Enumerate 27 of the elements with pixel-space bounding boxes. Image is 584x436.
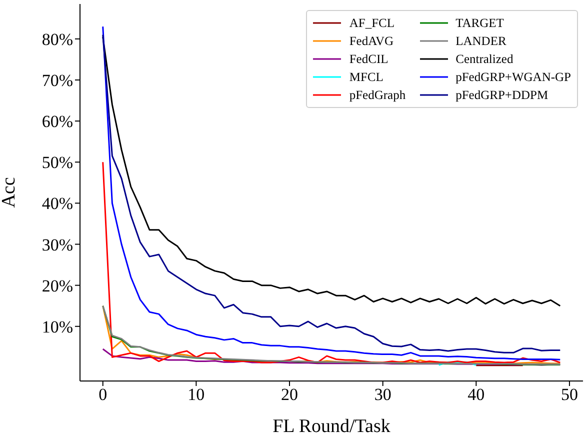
y-axis-title: Acc xyxy=(0,177,20,208)
legend-label: Centralized xyxy=(456,52,514,66)
legend-label: MFCL xyxy=(349,70,384,84)
legend-label: FedAVG xyxy=(349,34,394,48)
y-tick-label: 40% xyxy=(42,194,73,214)
legend-label: pFedGRP+WGAN-GP xyxy=(456,70,571,84)
legend-label: pFedGRP+DDPM xyxy=(456,88,548,102)
legend-label: FedCIL xyxy=(349,52,388,66)
y-tick-label: 20% xyxy=(42,276,73,296)
y-tick-label: 50% xyxy=(42,153,73,172)
x-tick-label: 0 xyxy=(98,385,108,404)
y-tick-label: 80% xyxy=(42,30,73,49)
x-tick-label: 30 xyxy=(374,385,392,404)
legend-label: pFedGraph xyxy=(349,88,406,102)
legend-label: AF_FCL xyxy=(349,16,395,30)
y-tick-label: 60% xyxy=(42,112,73,132)
x-tick-label: 10 xyxy=(188,385,205,404)
line-series xyxy=(102,161,561,364)
x-axis-title: FL Round/Task xyxy=(272,416,391,436)
x-tick-label: 50 xyxy=(560,385,578,404)
x-tick-label: 20 xyxy=(281,385,298,404)
y-tick-label: 30% xyxy=(42,235,73,254)
y-tick-label: 70% xyxy=(42,71,73,90)
x-tick-label: 40 xyxy=(468,385,485,404)
legend-label: TARGET xyxy=(456,16,504,30)
y-tick-label: 10% xyxy=(42,317,73,336)
legend-label: LANDER xyxy=(456,34,506,48)
